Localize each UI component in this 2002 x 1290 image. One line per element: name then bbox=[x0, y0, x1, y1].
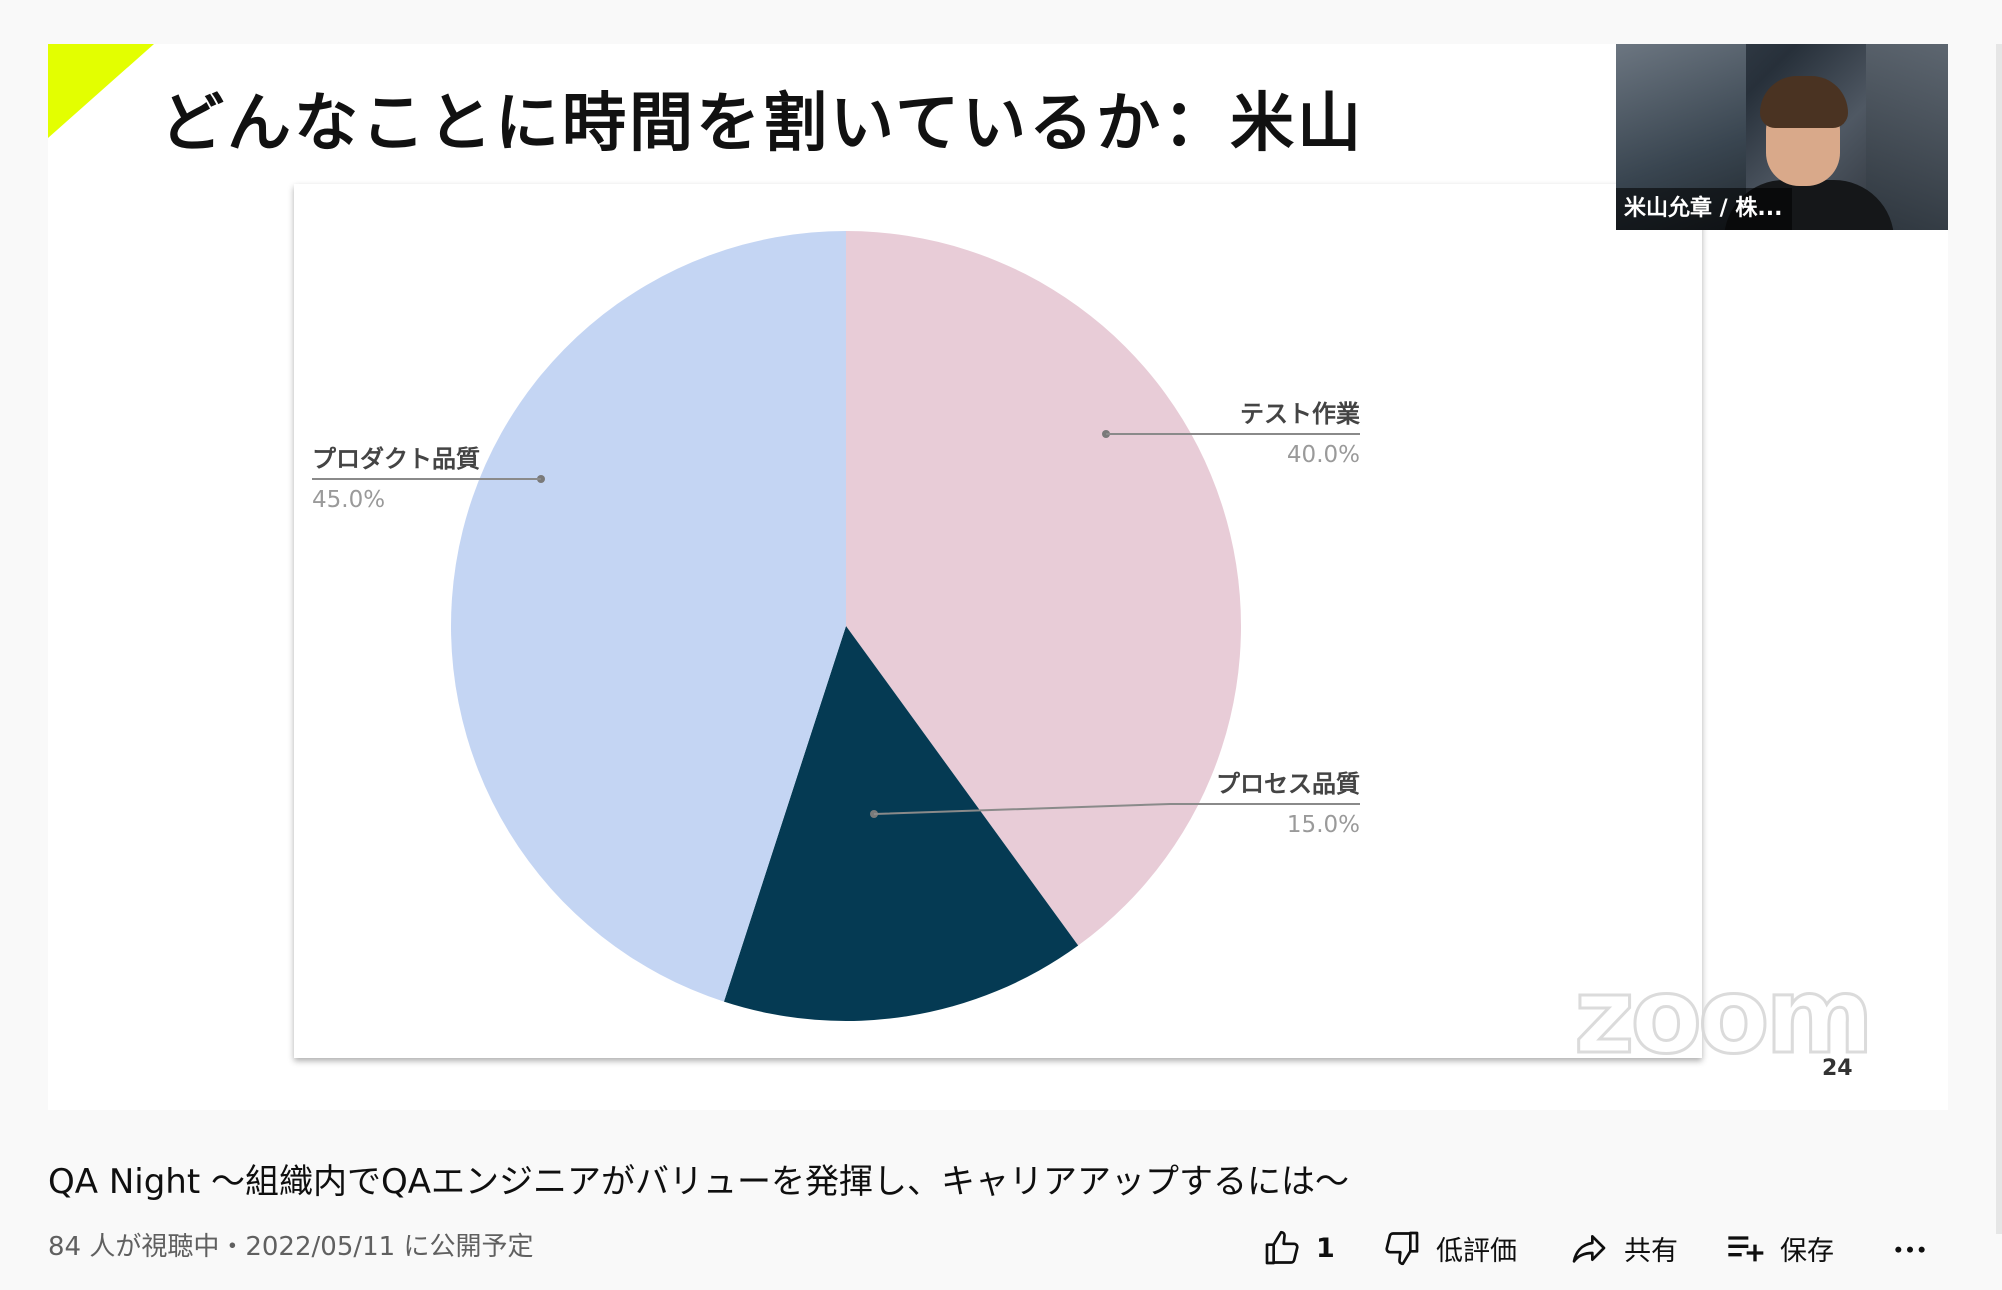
slide-page-number: 24 bbox=[1822, 1056, 1853, 1081]
slice-label: テスト作業 bbox=[1240, 400, 1360, 428]
share-button[interactable]: 共有 bbox=[1568, 1226, 1678, 1270]
scrollbar-track[interactable] bbox=[1996, 44, 2002, 1234]
share-label: 共有 bbox=[1624, 1235, 1678, 1267]
pie-chart-card: テスト作業 40.0% プロセス品質 15.0% プロダクト品質 45.0% bbox=[294, 184, 1702, 1058]
playlist-add-icon bbox=[1724, 1228, 1766, 1268]
video-title: QA Night 〜組織内でQAエンジニアがバリューを発揮し、キャリアアップする… bbox=[48, 1162, 1349, 1202]
dislike-button[interactable]: 低評価 bbox=[1382, 1226, 1517, 1270]
slice-percent: 45.0% bbox=[312, 487, 385, 513]
like-button[interactable]: 1 bbox=[1262, 1226, 1335, 1270]
video-meta: 84 人が視聴中・2022/05/11 に公開予定 bbox=[48, 1232, 534, 1262]
more-horizontal-icon bbox=[1890, 1228, 1930, 1268]
slide-corner-accent bbox=[48, 44, 154, 138]
more-actions-button[interactable] bbox=[1890, 1226, 1930, 1270]
pie-chart: テスト作業 40.0% プロセス品質 15.0% プロダクト品質 45.0% bbox=[312, 231, 1360, 1021]
slice-percent: 40.0% bbox=[1287, 442, 1360, 468]
thumbs-down-icon bbox=[1382, 1228, 1422, 1268]
like-count: 1 bbox=[1316, 1232, 1335, 1264]
webcam-name-label: 米山允章 / 株... bbox=[1616, 188, 1793, 230]
share-arrow-icon bbox=[1568, 1228, 1610, 1268]
pie-slice bbox=[451, 231, 846, 1002]
video-player[interactable]: どんなことに時間を割いているか：米山 テスト作業 40.0% プロセス品質 15.0%… bbox=[48, 44, 1948, 1110]
slice-label: プロセス品質 bbox=[1216, 770, 1360, 798]
pie-slice bbox=[723, 626, 1079, 1021]
slide-title: どんなことに時間を割いているか：米山 bbox=[160, 87, 1365, 161]
speaker-hair bbox=[1760, 76, 1848, 128]
callout-line bbox=[873, 803, 1360, 815]
webcam-background-right bbox=[1866, 44, 1948, 230]
save-button[interactable]: 保存 bbox=[1724, 1226, 1834, 1270]
zoom-watermark: zoom bbox=[1573, 955, 1876, 1077]
pie-slice bbox=[846, 231, 1241, 946]
save-label: 保存 bbox=[1780, 1235, 1834, 1267]
slice-label: プロダクト品質 bbox=[312, 445, 480, 473]
dislike-label: 低評価 bbox=[1436, 1235, 1517, 1267]
thumbs-up-icon bbox=[1262, 1228, 1302, 1268]
webcam-tile: 米山允章 / 株... bbox=[1616, 44, 1948, 230]
slice-percent: 15.0% bbox=[1287, 812, 1360, 838]
